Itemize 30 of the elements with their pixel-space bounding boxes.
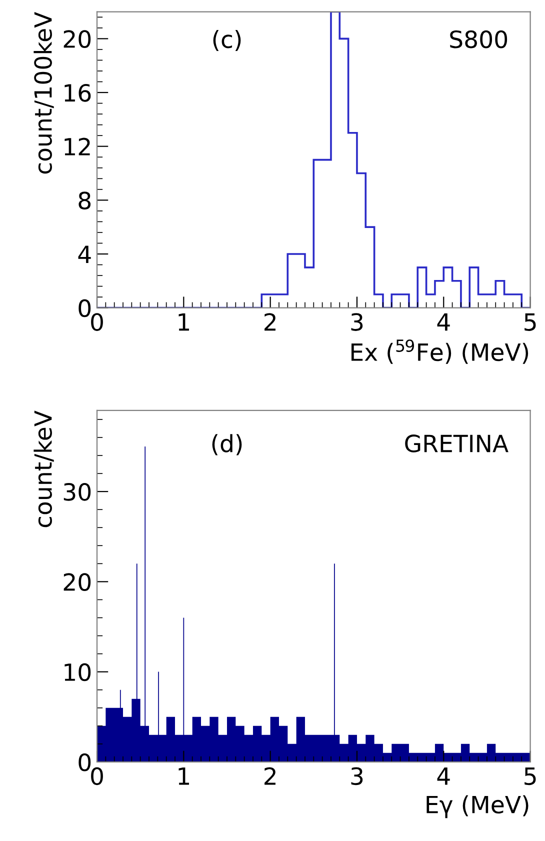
y-tick-label: 0: [78, 753, 91, 772]
x-tick-label: 4: [437, 313, 450, 331]
x-tick-label: 1: [178, 313, 189, 331]
x-axis-title: Ex ($^{59}$Fe) (MeV): [352, 339, 528, 364]
y-tick-label: 12: [64, 138, 90, 156]
x-tick-label: 5: [524, 768, 536, 786]
x-tick-label: 3: [351, 767, 363, 786]
x-tick-label: 2: [264, 313, 276, 331]
y-tick-label: 20: [64, 573, 91, 591]
y-tick-label: 4: [78, 246, 91, 263]
annotation: (d): [212, 434, 242, 456]
x-tick-label: 1: [178, 768, 189, 785]
x-tick-label: 2: [264, 767, 276, 785]
y-tick-label: 30: [64, 482, 91, 501]
x-tick-label: 3: [351, 313, 363, 331]
x-tick-label: 0: [91, 313, 103, 331]
x-tick-label: 4: [437, 768, 450, 785]
x-tick-label: 5: [524, 313, 536, 331]
annotation: (c): [213, 30, 241, 52]
y-axis-title: count/100keV: [34, 12, 54, 174]
x-tick-label: 0: [91, 767, 103, 786]
x-axis-title: Eγ (MeV): [426, 795, 528, 818]
annotation: GRETINA: [405, 434, 508, 452]
y-tick-label: 0: [78, 299, 91, 318]
y-axis-title: count/keV: [34, 410, 54, 528]
y-tick-label: 8: [78, 192, 91, 210]
y-tick-label: 20: [64, 30, 91, 48]
annotation: S800: [450, 30, 508, 48]
y-tick-label: 10: [64, 663, 91, 682]
y-tick-label: 16: [64, 84, 91, 102]
